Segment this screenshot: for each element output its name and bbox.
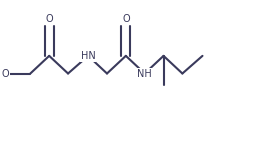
Text: O: O [45,14,53,24]
Text: NH: NH [137,69,152,78]
Text: O: O [122,14,130,24]
Text: O: O [1,69,9,78]
Text: HN: HN [81,51,96,61]
